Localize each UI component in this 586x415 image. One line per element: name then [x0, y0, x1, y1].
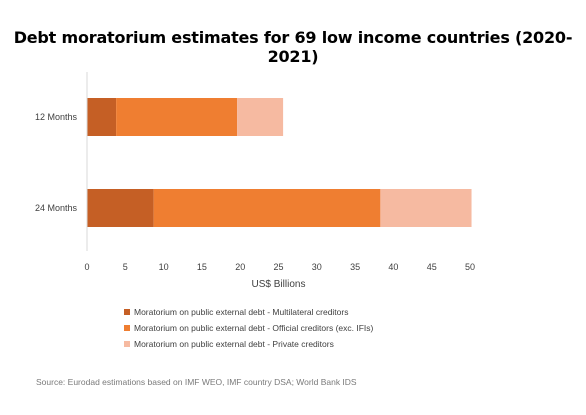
x-tick-label: 10 — [159, 262, 169, 272]
category-label: 12 Months — [35, 112, 78, 122]
bars-layer — [87, 98, 472, 227]
bar-segment — [153, 189, 381, 227]
x-tick-label: 20 — [235, 262, 245, 272]
x-axis-label: US$ Billions — [252, 279, 306, 290]
x-tick-label: 40 — [388, 262, 398, 272]
x-tick-label: 50 — [465, 262, 475, 272]
x-tick-label: 0 — [84, 262, 89, 272]
x-tick-label: 25 — [273, 262, 283, 272]
legend-swatch — [124, 325, 130, 331]
chart-plot: 12 Months 24 Months 0 5 10 15 20 25 30 35 40 45 50 US… — [35, 72, 475, 290]
bar-segment — [380, 189, 472, 227]
legend-item-private: Moratorium on public external debt - Pri… — [124, 337, 373, 351]
x-tick-label: 15 — [197, 262, 207, 272]
bar-segment — [87, 189, 154, 227]
legend-label: Moratorium on public external debt - Off… — [134, 323, 374, 333]
axis-layer: 12 Months 24 Months 0 5 10 15 20 25 30 35 40 45 50 US… — [35, 72, 475, 290]
legend-label: Moratorium on public external debt - Pri… — [134, 339, 334, 349]
legend-swatch — [124, 309, 130, 315]
x-tick-label: 5 — [123, 262, 128, 272]
bar-segment — [237, 98, 284, 136]
bar-segment — [116, 98, 238, 136]
source-note: Source: Eurodad estimations based on IMF… — [36, 377, 357, 387]
category-label: 24 Months — [35, 203, 78, 213]
legend-label: Moratorium on public external debt - Mul… — [134, 307, 349, 317]
legend: Moratorium on public external debt - Mul… — [124, 305, 373, 353]
x-tick-label: 30 — [312, 262, 322, 272]
legend-item-multilateral: Moratorium on public external debt - Mul… — [124, 305, 373, 319]
legend-item-official: Moratorium on public external debt - Off… — [124, 321, 373, 335]
legend-swatch — [124, 341, 130, 347]
chart-title: Debt moratorium estimates for 69 low inc… — [13, 28, 573, 66]
x-tick-label: 35 — [350, 262, 360, 272]
bar-segment — [87, 98, 117, 136]
x-tick-label: 45 — [427, 262, 437, 272]
